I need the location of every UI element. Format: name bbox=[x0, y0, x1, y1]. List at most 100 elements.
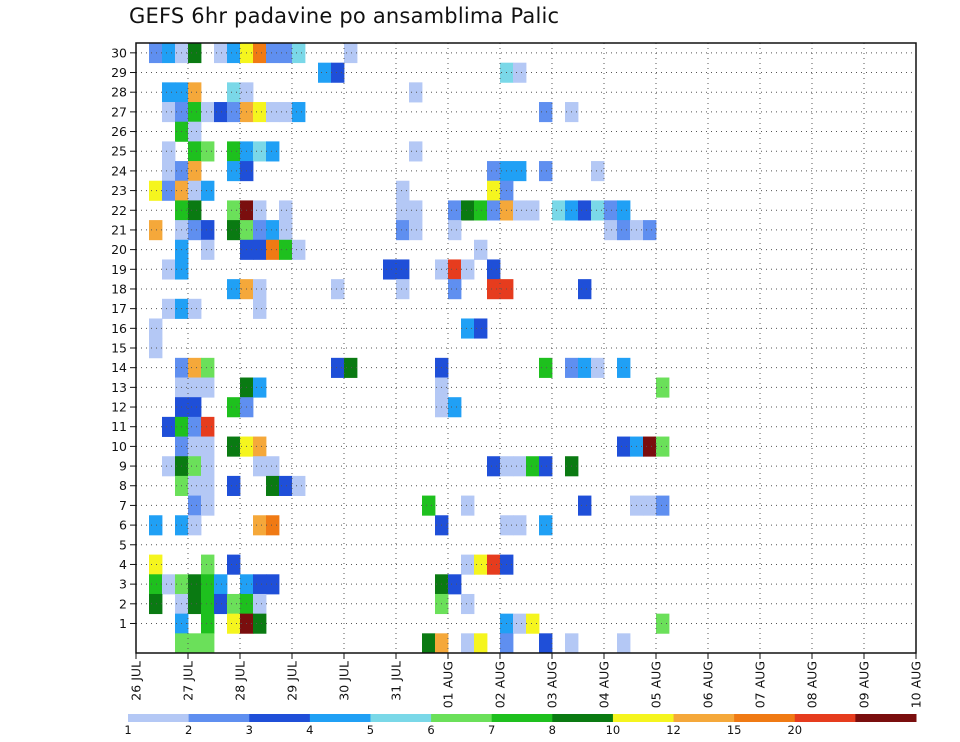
heatmap-cell bbox=[539, 456, 553, 477]
heatmap-cell bbox=[591, 200, 605, 221]
legend-label: 1 bbox=[124, 723, 131, 737]
heatmap-cell bbox=[266, 43, 280, 64]
y-tick-label: 8 bbox=[119, 478, 127, 493]
heatmap-cell bbox=[201, 102, 215, 123]
heatmap-cell bbox=[448, 220, 462, 241]
heatmap-cell bbox=[227, 102, 241, 123]
heatmap-cell bbox=[149, 318, 163, 339]
y-tick-label: 25 bbox=[111, 144, 127, 159]
y-tick-label: 16 bbox=[111, 321, 127, 336]
heatmap-cell bbox=[448, 200, 462, 221]
legend-label: 3 bbox=[246, 723, 253, 737]
heatmap-cell bbox=[188, 456, 202, 477]
heatmap-cell bbox=[188, 416, 202, 437]
heatmap-cell bbox=[656, 495, 670, 516]
heatmap-cell bbox=[162, 102, 176, 123]
y-tick-label: 5 bbox=[119, 537, 127, 552]
heatmap-cell bbox=[474, 239, 488, 260]
heatmap-cell bbox=[461, 554, 475, 575]
heatmap-cell bbox=[487, 554, 501, 575]
heatmap-cell bbox=[331, 357, 345, 378]
heatmap-cell bbox=[201, 593, 215, 615]
heatmap-cell bbox=[227, 200, 241, 221]
heatmap-cell bbox=[266, 574, 280, 595]
heatmap-cell bbox=[188, 102, 202, 123]
heatmap-cell bbox=[266, 456, 280, 477]
heatmap-cell bbox=[188, 495, 202, 516]
heatmap-cell bbox=[253, 377, 267, 398]
legend-swatch bbox=[794, 714, 856, 722]
y-tick-label: 10 bbox=[111, 439, 127, 454]
heatmap-cell bbox=[461, 633, 475, 654]
heatmap-cell bbox=[279, 43, 293, 64]
heatmap-cell bbox=[617, 200, 631, 221]
legend-swatch bbox=[128, 714, 190, 722]
legend-swatch bbox=[431, 714, 493, 722]
legend-label: 2 bbox=[185, 723, 192, 737]
y-tick-label: 19 bbox=[111, 262, 127, 277]
legend-label: 8 bbox=[549, 723, 556, 737]
heatmap-cell bbox=[617, 436, 631, 457]
y-tick-label: 29 bbox=[111, 65, 127, 80]
heatmap-cell bbox=[279, 200, 293, 221]
y-tick-label: 17 bbox=[111, 301, 127, 316]
heatmap-cell bbox=[487, 456, 501, 477]
heatmap-cell bbox=[253, 574, 267, 595]
heatmap-cell bbox=[188, 180, 202, 201]
x-tick-label: 29 JUL bbox=[285, 661, 300, 701]
heatmap-cell bbox=[396, 279, 410, 300]
dotted-grid bbox=[136, 43, 916, 653]
heatmap-cell bbox=[149, 574, 163, 595]
heatmap-cells bbox=[149, 43, 670, 654]
heatmap-cell bbox=[474, 200, 488, 221]
heatmap-cell bbox=[214, 43, 228, 64]
heatmap-cell bbox=[266, 102, 280, 123]
y-tick-label: 2 bbox=[119, 596, 127, 611]
x-tick-label: 04 AUG bbox=[597, 661, 612, 708]
heatmap-cell bbox=[292, 102, 306, 123]
heatmap-cell bbox=[292, 239, 306, 260]
heatmap-cell bbox=[162, 259, 176, 280]
heatmap-cell bbox=[409, 141, 423, 162]
heatmap-cell bbox=[253, 220, 267, 241]
y-tick-label: 9 bbox=[119, 459, 127, 474]
heatmap-cell bbox=[526, 613, 540, 634]
legend-swatch bbox=[370, 714, 432, 722]
x-tick-label: 27 JUL bbox=[181, 661, 196, 701]
heatmap-cell bbox=[513, 161, 527, 182]
x-tick-label: 10 AUG bbox=[909, 661, 924, 708]
y-tick-label: 30 bbox=[111, 45, 127, 60]
chart-title: GEFS 6hr padavine po ansamblima Palic bbox=[129, 4, 560, 28]
heatmap-cell bbox=[188, 436, 202, 457]
x-tick-label: 30 JUL bbox=[337, 661, 352, 701]
heatmap-cell bbox=[188, 357, 202, 378]
heatmap-cell bbox=[253, 141, 267, 162]
legend-swatch bbox=[734, 714, 796, 722]
y-tick-label: 7 bbox=[119, 498, 127, 513]
heatmap-cell bbox=[188, 475, 202, 496]
heatmap-cell bbox=[279, 102, 293, 123]
y-tick-label: 14 bbox=[111, 360, 127, 375]
heatmap-cell bbox=[513, 613, 527, 634]
y-tick-label: 4 bbox=[119, 557, 127, 572]
heatmap-cell bbox=[201, 141, 215, 162]
y-tick-label: 13 bbox=[111, 380, 127, 395]
legend-label: 20 bbox=[787, 723, 802, 737]
heatmap-cell bbox=[253, 456, 267, 477]
heatmap-cell bbox=[253, 279, 267, 300]
y-axis: 1234567891011121314151617181920212223242… bbox=[111, 45, 136, 631]
heatmap-cell bbox=[162, 574, 176, 595]
x-tick-label: 26 JUL bbox=[129, 661, 144, 701]
y-tick-label: 3 bbox=[119, 577, 127, 592]
heatmap-cell bbox=[383, 259, 397, 280]
heatmap-cell bbox=[474, 318, 488, 339]
heatmap-cell bbox=[162, 141, 176, 162]
heatmap-cell bbox=[578, 200, 592, 221]
heatmap-cell bbox=[162, 298, 176, 319]
x-tick-label: 07 AUG bbox=[753, 661, 768, 708]
heatmap-cell bbox=[552, 200, 566, 221]
heatmap-cell bbox=[188, 220, 202, 241]
heatmap-cell bbox=[448, 259, 462, 280]
heatmap-cell bbox=[227, 161, 241, 182]
